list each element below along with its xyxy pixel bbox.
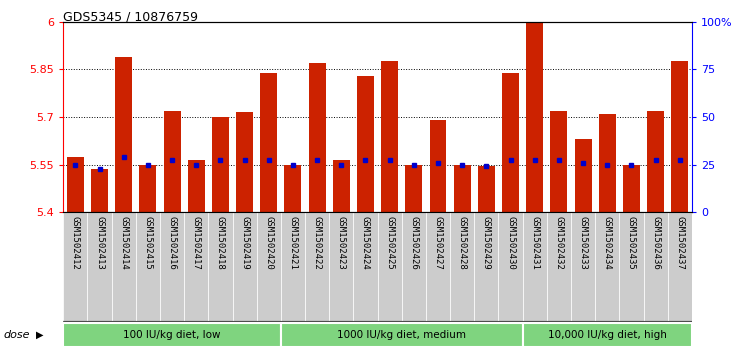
Text: GSM1502416: GSM1502416 [167, 216, 176, 269]
Text: GSM1502429: GSM1502429 [482, 216, 491, 269]
Text: GSM1502417: GSM1502417 [192, 216, 201, 269]
Bar [185, 212, 208, 321]
Bar [284, 165, 301, 212]
Bar [523, 323, 692, 347]
Bar [647, 111, 664, 212]
Bar [67, 157, 84, 212]
Text: GSM1502436: GSM1502436 [651, 216, 660, 269]
Bar [357, 76, 374, 212]
Text: GSM1502412: GSM1502412 [71, 216, 80, 269]
Text: GSM1502422: GSM1502422 [312, 216, 321, 269]
Bar [212, 117, 229, 212]
Bar [620, 212, 644, 321]
Text: GSM1502426: GSM1502426 [409, 216, 418, 269]
Text: GSM1502415: GSM1502415 [144, 216, 153, 269]
Bar [91, 170, 108, 212]
Bar [475, 212, 498, 321]
Bar [232, 212, 257, 321]
Bar [668, 212, 692, 321]
Bar [236, 112, 253, 212]
Bar [450, 212, 475, 321]
Bar [378, 212, 402, 321]
Bar [623, 165, 640, 212]
Bar [333, 160, 350, 212]
Bar [595, 212, 620, 321]
Text: GSM1502424: GSM1502424 [361, 216, 370, 269]
Bar [547, 212, 571, 321]
Bar [498, 212, 522, 321]
Bar [208, 212, 232, 321]
Bar [402, 212, 426, 321]
Text: dose: dose [4, 330, 31, 340]
Bar [281, 212, 305, 321]
Text: GSM1502421: GSM1502421 [289, 216, 298, 269]
Bar [305, 212, 330, 321]
Text: GSM1502427: GSM1502427 [434, 216, 443, 269]
Text: GSM1502423: GSM1502423 [337, 216, 346, 269]
Text: GSM1502413: GSM1502413 [95, 216, 104, 269]
Text: GSM1502414: GSM1502414 [119, 216, 128, 269]
Bar [502, 73, 519, 212]
Bar [330, 212, 353, 321]
Text: GSM1502418: GSM1502418 [216, 216, 225, 269]
Text: GSM1502432: GSM1502432 [554, 216, 563, 269]
Text: GDS5345 / 10876759: GDS5345 / 10876759 [63, 11, 198, 24]
Bar [115, 57, 132, 212]
Text: 10,000 IU/kg diet, high: 10,000 IU/kg diet, high [548, 330, 667, 340]
Bar [257, 212, 281, 321]
Bar [88, 212, 112, 321]
Text: GSM1502435: GSM1502435 [627, 216, 636, 269]
Bar [551, 111, 568, 212]
Bar [426, 212, 450, 321]
Bar [644, 212, 668, 321]
Bar [526, 22, 543, 212]
Bar [139, 165, 156, 212]
Bar [63, 212, 88, 321]
Bar [671, 61, 688, 212]
Bar [309, 63, 326, 212]
Text: GSM1502437: GSM1502437 [676, 216, 684, 269]
Text: GSM1502425: GSM1502425 [385, 216, 394, 269]
Bar [164, 111, 181, 212]
Text: ▶: ▶ [36, 330, 43, 340]
Text: GSM1502434: GSM1502434 [603, 216, 612, 269]
Bar [405, 165, 423, 212]
Text: GSM1502433: GSM1502433 [579, 216, 588, 269]
Bar [112, 212, 136, 321]
Text: GSM1502420: GSM1502420 [264, 216, 273, 269]
Bar [136, 212, 160, 321]
Text: 100 IU/kg diet, low: 100 IU/kg diet, low [124, 330, 221, 340]
Bar [381, 61, 398, 212]
Text: GSM1502428: GSM1502428 [458, 216, 466, 269]
Text: 1000 IU/kg diet, medium: 1000 IU/kg diet, medium [337, 330, 466, 340]
Bar [599, 114, 616, 212]
Text: GSM1502431: GSM1502431 [530, 216, 539, 269]
Bar [429, 120, 446, 212]
Text: GSM1502419: GSM1502419 [240, 216, 249, 269]
Bar [571, 212, 595, 321]
Bar [281, 323, 523, 347]
Bar [574, 139, 591, 212]
Bar [187, 160, 205, 212]
Bar [454, 165, 471, 212]
Text: GSM1502430: GSM1502430 [506, 216, 515, 269]
Bar [523, 212, 547, 321]
Bar [353, 212, 378, 321]
Bar [478, 166, 495, 212]
Bar [160, 212, 185, 321]
Bar [63, 323, 281, 347]
Bar [260, 73, 278, 212]
